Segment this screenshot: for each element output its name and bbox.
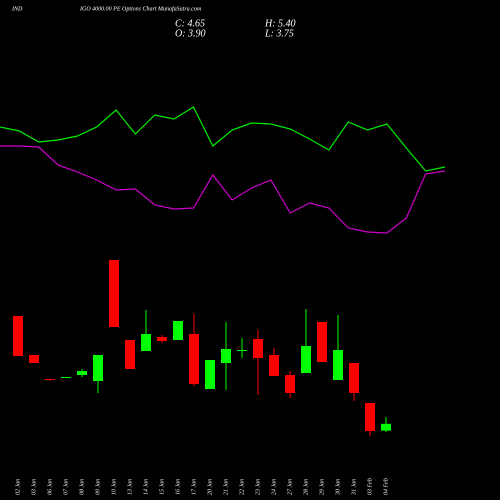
- candle-body: [205, 360, 215, 389]
- x-tick-label: 09 Jan: [95, 479, 101, 495]
- x-tick-label: 21 Jan: [223, 479, 229, 495]
- line-series: [0, 106, 446, 172]
- x-tick-label: 23 Jan: [255, 479, 261, 495]
- chart-title-left: IND: [11, 6, 23, 12]
- candle-body: [253, 339, 263, 358]
- x-tick-label: 28 Jan: [303, 479, 309, 495]
- candle-body: [365, 403, 375, 431]
- chart-title: IGO 4000.00 PE Options Chart MunafaSutra…: [79, 5, 202, 12]
- candle-body: [45, 379, 55, 380]
- low-label: L: 3.75: [264, 28, 294, 39]
- candle-body: [29, 355, 39, 363]
- x-tick-label: 29 Jan: [319, 479, 325, 495]
- candle-body: [189, 334, 199, 384]
- x-tick-label: 07 Jan: [63, 479, 69, 495]
- x-tick-label: 15 Jan: [159, 479, 165, 495]
- x-tick-label: 31 Jan: [351, 479, 357, 496]
- candle-body: [93, 355, 103, 381]
- x-tick-label: 22 Jan: [239, 479, 245, 495]
- line-series: [0, 145, 446, 234]
- candle-body: [173, 321, 183, 340]
- candle-body: [301, 346, 311, 373]
- x-tick-label: 04 Feb: [382, 478, 389, 495]
- x-tick-label: 08 Jan: [79, 479, 85, 495]
- x-tick-label: 27 Jan: [287, 479, 293, 495]
- close-label: C: 4.65: [175, 18, 205, 29]
- x-tick-label: 06 Jan: [47, 479, 53, 495]
- candle-body: [77, 371, 87, 375]
- x-tick-label: 02 Jan: [15, 479, 21, 495]
- x-tick-label: 24 Jan: [270, 479, 277, 495]
- candle-body: [317, 322, 327, 362]
- x-tick-label: 13 Jan: [127, 479, 133, 495]
- candle-body: [269, 355, 279, 376]
- x-tick-label: 17 Jan: [191, 479, 197, 495]
- high-label: H: 5.40: [264, 18, 296, 29]
- candle-body: [349, 363, 359, 393]
- open-label: O: 3.90: [175, 28, 206, 39]
- x-tick-label: 16 Jan: [175, 479, 181, 495]
- candle-body: [221, 349, 231, 363]
- candle-body: [125, 340, 135, 369]
- candle-body: [237, 350, 247, 351]
- candle-body: [333, 350, 343, 380]
- candle-body: [109, 260, 119, 327]
- x-tick-label: 03 Feb: [367, 478, 373, 495]
- candle-body: [61, 377, 71, 378]
- candle-body: [381, 423, 391, 431]
- x-tick-label: 20 Jan: [207, 479, 213, 495]
- candle-body: [285, 375, 295, 393]
- candle-body: [141, 334, 151, 351]
- candle-body: [13, 316, 23, 356]
- x-tick-label: 30 Jan: [335, 479, 341, 496]
- x-tick-label: 14 Jan: [142, 479, 149, 495]
- x-tick-label: 03 Jan: [31, 479, 37, 495]
- candle-body: [157, 337, 167, 341]
- x-tick-label: 10 Jan: [111, 479, 117, 495]
